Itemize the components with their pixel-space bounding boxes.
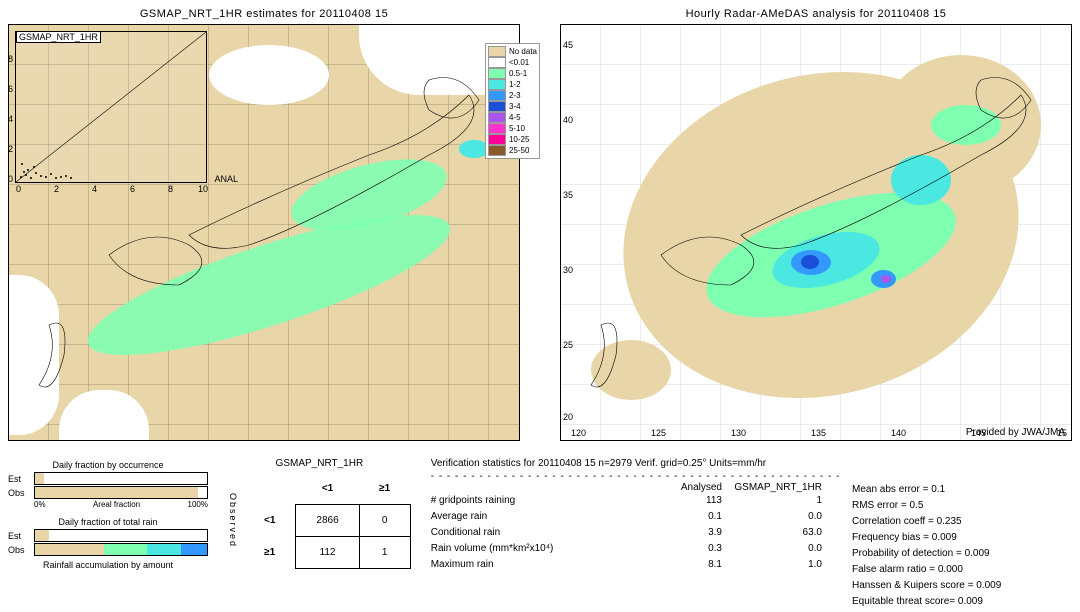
right-map: Provided by JWA/JMA 120 125 130 135 140 …: [560, 24, 1072, 441]
cell-ge-ge: 1: [359, 537, 410, 569]
obs-occ-bar: [34, 486, 208, 499]
left-map-panel: GSMAP_NRT_1HR estimates for 20110408 15 …: [8, 8, 520, 448]
score-line: Correlation coeff = 0.235: [852, 514, 1072, 530]
score-line: Frequency bias = 0.009: [852, 530, 1072, 546]
est-label: Est: [8, 474, 30, 484]
stats-panel: Verification statistics for 20110408 15 …: [431, 458, 1072, 610]
inset-scatter: GSMAP_NRT_1HR ANAL 0 2 4: [15, 31, 207, 183]
col-analysed: Analysed: [667, 482, 722, 493]
contingency-table: GSMAP_NRT_1HR Observed <1 ≥1 <1 2866 0 ≥…: [228, 458, 411, 569]
score-line: Equitable threat score= 0.009: [852, 594, 1072, 610]
stats-row: Average rain0.10.0: [431, 509, 822, 525]
score-line: False alarm ratio = 0.000: [852, 562, 1072, 578]
legend-item: No data: [488, 46, 537, 57]
est-occ-bar: [34, 472, 208, 485]
barchart-column: Daily fraction by occurrence Est Obs 0% …: [8, 458, 208, 572]
occ-title: Daily fraction by occurrence: [8, 460, 208, 470]
obs-label: Obs: [8, 488, 30, 498]
stats-header: Verification statistics for 20110408 15 …: [431, 458, 1072, 469]
right-map-title: Hourly Radar-AMeDAS analysis for 2011040…: [560, 8, 1072, 20]
left-map: GSMAP_NRT_1HR ANAL 0 2 4: [8, 24, 520, 441]
legend-item: <0.01: [488, 57, 537, 68]
right-map-panel: Hourly Radar-AMeDAS analysis for 2011040…: [560, 8, 1072, 448]
axis-100: 100%: [188, 500, 208, 509]
legend-item: 0.5-1: [488, 68, 537, 79]
score-line: Probability of detection = 0.009: [852, 546, 1072, 562]
observed-label: Observed: [228, 493, 238, 548]
legend-item: 5-10: [488, 123, 537, 134]
ct-grid: <1 ≥1 <1 2866 0 ≥1 112 1: [244, 473, 411, 569]
legend-item: 25-50: [488, 145, 537, 156]
col-estimate: GSMAP_NRT_1HR: [722, 482, 822, 493]
acc-label: Rainfall accumulation by amount: [8, 560, 208, 570]
axis-0: 0%: [34, 500, 46, 509]
axis-mid: Areal fraction: [93, 500, 140, 509]
stats-divider: - - - - - - - - - - - - - - - - - - - - …: [431, 471, 1072, 482]
legend-item: 4-5: [488, 112, 537, 123]
score-line: Hanssen & Kuipers score = 0.009: [852, 578, 1072, 594]
score-line: Mean abs error = 0.1: [852, 482, 1072, 498]
inset-anal-label: ANAL: [214, 174, 238, 184]
stats-row: Conditional rain3.963.0: [431, 525, 822, 541]
score-line: RMS error = 0.5: [852, 498, 1072, 514]
coastline-right: [561, 25, 1071, 440]
left-map-title: GSMAP_NRT_1HR estimates for 20110408 15: [8, 8, 520, 20]
legend-item: 1-2: [488, 79, 537, 90]
stats-table: Analysed GSMAP_NRT_1HR # gridpoints rain…: [431, 482, 822, 610]
legend-item: 10-25: [488, 134, 537, 145]
ctable-header: GSMAP_NRT_1HR: [228, 458, 411, 469]
color-legend: No data<0.010.5-11-22-33-44-55-1010-2525…: [485, 43, 540, 159]
est-rain-bar: [34, 529, 208, 542]
cell-ge-lt: 112: [296, 537, 359, 569]
stats-row: Maximum rain8.11.0: [431, 557, 822, 573]
cell-lt-ge: 0: [359, 505, 410, 537]
scores-column: Mean abs error = 0.1RMS error = 0.5Corre…: [852, 482, 1072, 610]
rain-title: Daily fraction of total rain: [8, 517, 208, 527]
stats-row: Rain volume (mm*km²x10⁴)0.30.0: [431, 541, 822, 557]
stats-row: # gridpoints raining1131: [431, 493, 822, 509]
legend-item: 2-3: [488, 90, 537, 101]
legend-item: 3-4: [488, 101, 537, 112]
obs-rain-bar: [34, 543, 208, 556]
inset-diagonal: [16, 32, 206, 182]
cell-lt-lt: 2866: [296, 505, 359, 537]
